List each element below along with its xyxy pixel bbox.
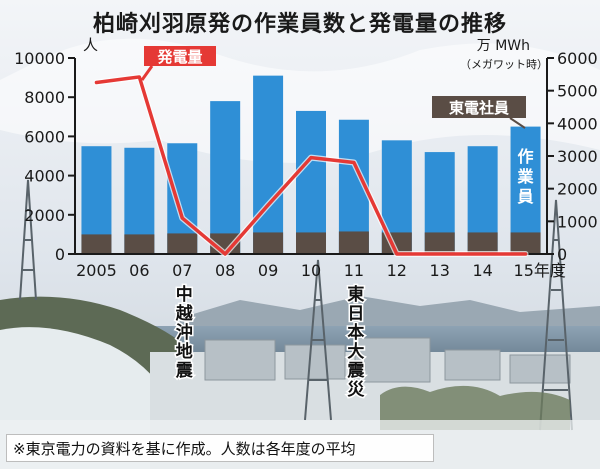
chart-title: 柏崎刈羽原発の作業員数と発電量の推移 xyxy=(92,12,507,37)
event-label-char: 大 xyxy=(347,341,364,362)
bar-employees-2005 xyxy=(81,234,112,254)
right-tick-label-5000: 5000 xyxy=(557,82,598,101)
left-tick-label-2000: 2000 xyxy=(24,206,65,225)
event-label-char: 震 xyxy=(346,361,365,381)
x-tick-label-11: 11 xyxy=(344,261,364,280)
left-tick-label-10000: 10000 xyxy=(14,49,65,68)
event-label-char: 本 xyxy=(347,322,364,343)
left-tick-label-4000: 4000 xyxy=(24,167,65,186)
legend-power: 発電量 xyxy=(140,46,216,81)
x-tick-label-14: 14 xyxy=(472,261,492,280)
left-tick-label-8000: 8000 xyxy=(24,88,65,107)
right-tick-label-6000: 6000 xyxy=(557,49,598,68)
legend-workers-char: 作 xyxy=(518,147,534,166)
bar-employees-14 xyxy=(467,232,498,254)
right-tick-label-0: 0 xyxy=(557,245,567,264)
x-tick-label-06: 06 xyxy=(129,261,149,280)
x-tick-label-08: 08 xyxy=(215,261,235,280)
power-line xyxy=(94,75,528,256)
x-tick-label-2005: 2005 xyxy=(76,261,117,280)
event-label-char: 震 xyxy=(175,361,194,381)
event-label-char: 越 xyxy=(175,303,194,324)
bar-workers-10 xyxy=(296,110,326,254)
right-tick-label-1000: 1000 xyxy=(557,212,598,231)
source-note: ※東京電力の資料を基に作成。人数は各年度の平均 xyxy=(6,434,434,462)
bar-employees-06 xyxy=(124,234,155,254)
event-label-char: 災 xyxy=(347,380,365,400)
x-tick-label-10: 10 xyxy=(301,261,321,280)
right-tick-label-4000: 4000 xyxy=(557,114,598,133)
event-label-char: 東 xyxy=(347,284,364,305)
right-axis-unit: 万 MWh xyxy=(477,38,530,54)
x-tick-label-09: 09 xyxy=(258,261,278,280)
bar-workers-09 xyxy=(253,75,284,254)
event-label-1: 中越沖地震 xyxy=(175,284,194,381)
trees xyxy=(380,385,570,430)
left-tick-label-0: 0 xyxy=(55,245,65,264)
x-tick-label-07: 07 xyxy=(172,261,192,280)
bar-employees-15 xyxy=(510,232,541,254)
event-annotation-1: 中越沖地震 xyxy=(173,283,195,383)
event-label-char: 日 xyxy=(347,304,364,324)
pylons xyxy=(19,179,573,431)
x-tick-label-15: 15年度 xyxy=(514,261,566,280)
bar-employees-10 xyxy=(296,232,326,254)
mountains xyxy=(180,296,600,330)
legend-power-pointer xyxy=(140,65,154,81)
event-label-char: 中 xyxy=(176,284,193,305)
left-axis-unit: 人 xyxy=(83,36,98,54)
reactor-buildings xyxy=(204,337,571,384)
legend-power-box xyxy=(144,46,216,66)
bars-layer xyxy=(81,75,541,255)
legend-employees: 東電社員 xyxy=(432,96,526,129)
event-label-2: 東日本大震災 xyxy=(346,284,365,400)
left-tick-label-6000: 6000 xyxy=(24,127,65,146)
event-annotation-2: 東日本大震災 xyxy=(345,283,367,402)
bar-employees-11 xyxy=(338,231,369,254)
power-line-layer xyxy=(93,73,529,257)
bar-employees-07 xyxy=(167,233,198,254)
ticks-layer: 0 2000 4000 6000 8000 10000 0 1000 2000 3000 4000 5… xyxy=(14,49,598,280)
legend-workers-char: 業 xyxy=(517,167,535,186)
legend-employees-label: 東電社員 xyxy=(449,99,509,117)
legend-power-label: 発電量 xyxy=(156,48,202,66)
legend-employees-pointer xyxy=(509,117,526,129)
event-label-char: 地 xyxy=(176,341,193,362)
x-tick-label-13: 13 xyxy=(430,261,450,280)
bar-workers-08 xyxy=(210,101,241,255)
right-axis-unit-sub: （メガワット時） xyxy=(460,58,548,71)
legend-workers-label: 作業員 xyxy=(517,147,535,206)
event-label-char: 沖 xyxy=(176,322,193,343)
right-tick-label-2000: 2000 xyxy=(557,180,598,199)
x-tick-label-12: 12 xyxy=(387,261,407,280)
bar-employees-13 xyxy=(424,232,455,254)
legend-employees-box xyxy=(432,96,526,118)
bar-employees-09 xyxy=(253,232,284,254)
legend-workers-char: 員 xyxy=(517,187,534,206)
right-tick-label-3000: 3000 xyxy=(557,147,598,166)
